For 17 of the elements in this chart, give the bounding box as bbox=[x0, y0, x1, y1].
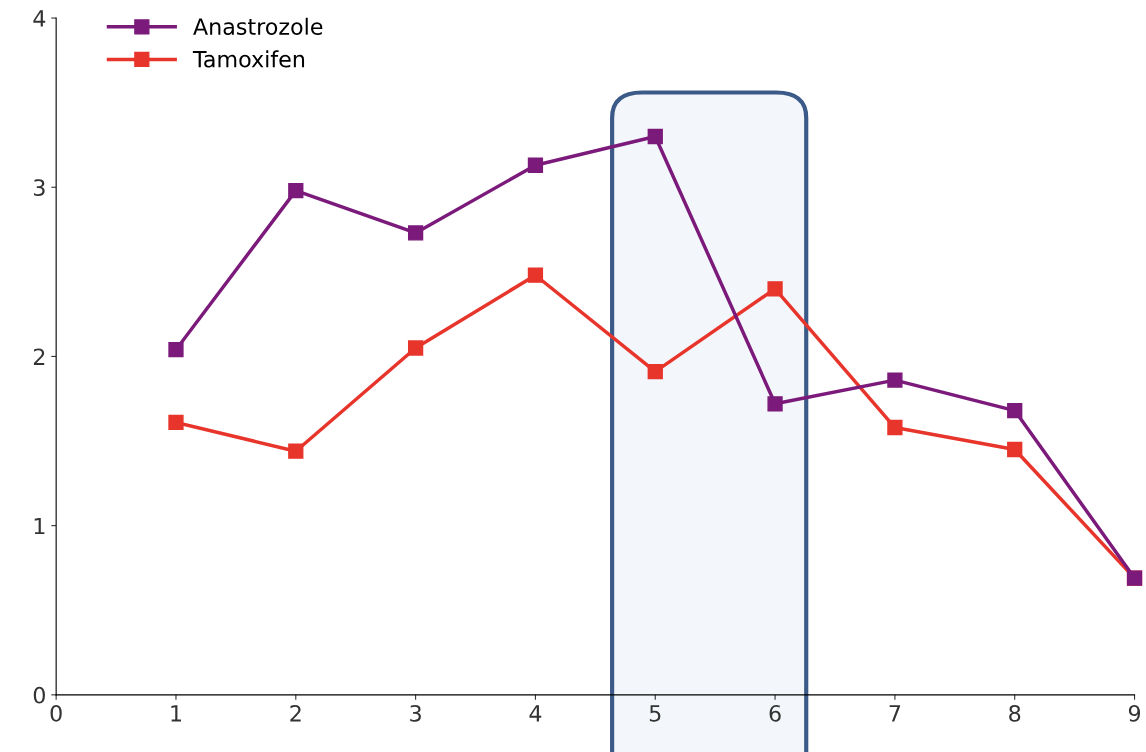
y-tick-label: 0 bbox=[33, 686, 45, 704]
y-tick-label: 1 bbox=[34, 517, 45, 535]
y-tick-label: 2 bbox=[33, 348, 45, 365]
x-tick-label: 1 bbox=[171, 705, 181, 722]
y-tick-label: 3 bbox=[33, 179, 45, 197]
x-tick-label: 3 bbox=[410, 704, 421, 722]
legend-label: Anastrozole bbox=[193, 17, 323, 35]
x-tick-label: 9 bbox=[1128, 704, 1141, 722]
x-tick-label: 2 bbox=[290, 704, 301, 722]
x-tick-label: 0 bbox=[50, 704, 62, 722]
x-tick-label: 6 bbox=[769, 704, 781, 722]
x-tick-label: 8 bbox=[1009, 704, 1021, 722]
legend-label: Tamoxifen bbox=[192, 50, 305, 68]
x-tick-label: 4 bbox=[529, 705, 542, 722]
x-tick-label: 5 bbox=[649, 705, 661, 722]
x-tick-label: 7 bbox=[889, 705, 901, 722]
y-tick-label: 4 bbox=[33, 10, 46, 27]
